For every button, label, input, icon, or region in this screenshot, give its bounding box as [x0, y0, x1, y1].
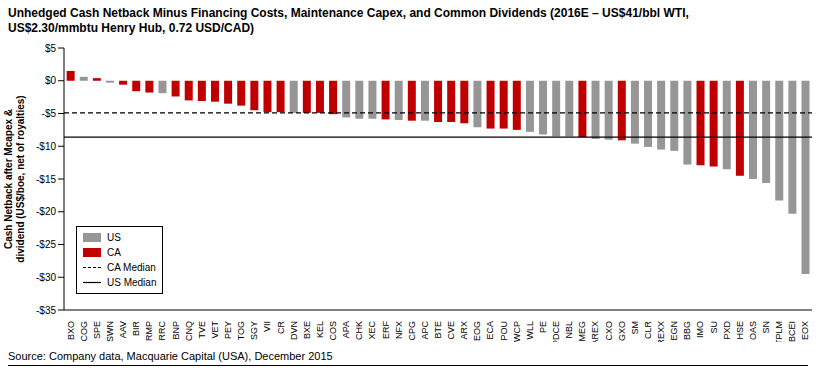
- svg-text:NBL: NBL: [564, 321, 574, 339]
- svg-text:$5: $5: [45, 43, 57, 54]
- svg-text:PXD: PXD: [722, 321, 732, 340]
- html-text:CA: CA: [107, 247, 121, 258]
- svg-text:PE: PE: [538, 321, 548, 333]
- svg-text:APA: APA: [341, 321, 351, 338]
- svg-text:BCEI: BCEI: [787, 321, 797, 342]
- svg-text:CLR: CLR: [643, 321, 653, 340]
- svg-text:IMO: IMO: [695, 321, 705, 338]
- svg-text:POU: POU: [499, 321, 509, 341]
- svg-text:BTE: BTE: [433, 321, 443, 339]
- svg-text:NFX: NFX: [394, 321, 404, 339]
- svg-text:ERF: ERF: [381, 320, 391, 339]
- svg-text:XEC: XEC: [367, 321, 377, 340]
- svg-text:REXX: REXX: [656, 321, 666, 342]
- svg-text:CHK: CHK: [354, 321, 364, 340]
- svg-text:AAV: AAV: [118, 321, 128, 338]
- svg-text:CNQ: CNQ: [184, 321, 194, 341]
- svg-text:-$15: -$15: [36, 174, 56, 185]
- html-text:Source: Company data, Macquari: Source: Company data, Macquarie Capital …: [8, 350, 333, 362]
- svg-text:DVN: DVN: [289, 321, 299, 340]
- svg-text:TPLM: TPLM: [774, 321, 784, 342]
- svg-text:CPG: CPG: [407, 321, 417, 341]
- svg-text:CVE: CVE: [446, 321, 456, 340]
- svg-text:CXO: CXO: [604, 321, 614, 341]
- svg-text:GXO: GXO: [617, 321, 627, 341]
- svg-text:BNP: BNP: [171, 321, 181, 340]
- svg-text:BIR: BIR: [131, 321, 141, 337]
- svg-text:SU: SU: [709, 321, 719, 334]
- svg-text:-$25: -$25: [36, 239, 56, 250]
- svg-text:EGN: EGN: [669, 321, 679, 341]
- svg-text:OAS: OAS: [748, 321, 758, 340]
- svg-text:EOG: EOG: [472, 321, 482, 341]
- svg-text:VET: VET: [210, 321, 220, 339]
- html-text:US: US: [107, 232, 121, 243]
- svg-text:PEY: PEY: [223, 321, 233, 339]
- svg-text:RRC: RRC: [157, 321, 167, 341]
- svg-text:BXE: BXE: [302, 321, 312, 339]
- svg-text:SGY: SGY: [249, 321, 259, 340]
- svg-text:MEG: MEG: [577, 321, 587, 342]
- svg-text:VII: VII: [262, 321, 272, 332]
- svg-text:SPE: SPE: [92, 321, 102, 339]
- html-text:Unhedged Cash Netback Minus Fi: Unhedged Cash Netback Minus Financing Co…: [8, 6, 689, 35]
- svg-text:-$10: -$10: [36, 141, 56, 152]
- svg-text:SN: SN: [761, 321, 771, 334]
- svg-text:WLL: WLL: [525, 321, 535, 340]
- svg-text:TOG: TOG: [236, 321, 246, 340]
- svg-text:-$30: -$30: [36, 272, 56, 283]
- svg-text:ARX: ARX: [459, 321, 469, 340]
- svg-text:AREX: AREX: [590, 321, 600, 342]
- svg-text:PDCE: PDCE: [551, 321, 561, 342]
- html-text:CA Median: CA Median: [107, 262, 156, 273]
- svg-text:SWN: SWN: [105, 321, 115, 342]
- svg-text:Cash Netback after Mcapex &div: Cash Netback after Mcapex &dividend (US$…: [8, 95, 26, 262]
- svg-text:-$20: -$20: [36, 206, 56, 217]
- svg-text:EOX: EOX: [800, 321, 810, 340]
- html-text:US Median: US Median: [107, 277, 157, 288]
- svg-text:APC: APC: [420, 321, 430, 340]
- svg-text:CR: CR: [276, 321, 286, 334]
- svg-text:ECA: ECA: [485, 321, 495, 340]
- svg-text:$0: $0: [45, 75, 57, 86]
- svg-text:-$5: -$5: [42, 108, 57, 119]
- svg-text:SM: SM: [630, 321, 640, 335]
- svg-text:COS: COS: [328, 321, 338, 341]
- svg-text:KEL: KEL: [315, 321, 325, 338]
- svg-text:WCP: WCP: [512, 321, 522, 342]
- svg-text:TVE: TVE: [197, 321, 207, 339]
- svg-text:RMP: RMP: [144, 321, 154, 341]
- svg-text:COG: COG: [79, 321, 89, 342]
- svg-text:HSE: HSE: [735, 321, 745, 340]
- svg-text:BBG: BBG: [682, 321, 692, 340]
- svg-text:-$35: -$35: [36, 305, 56, 316]
- svg-text:BXO: BXO: [66, 321, 76, 340]
